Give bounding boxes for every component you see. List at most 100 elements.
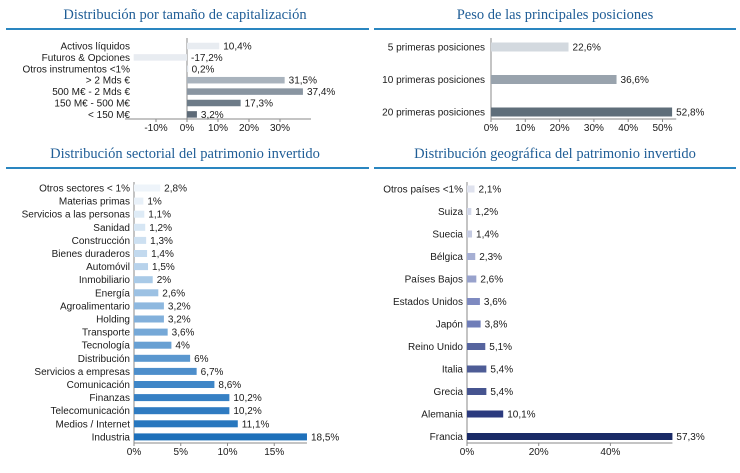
- x-tick-label: 10%: [217, 447, 237, 458]
- x-tick-label: 0%: [460, 447, 475, 458]
- title-rule-geography: [374, 167, 736, 169]
- title-rule-sector: [6, 167, 369, 169]
- category-label: 150 M€ - 500 M€: [54, 99, 130, 110]
- value-label: 1,4%: [476, 230, 499, 241]
- x-tick-label: 20%: [529, 447, 549, 458]
- x-tick-label: 40%: [600, 447, 620, 458]
- value-label: 5,4%: [490, 387, 513, 398]
- bar: [467, 343, 486, 350]
- x-tick-label: 30%: [270, 123, 290, 134]
- value-label: 1,3%: [150, 236, 173, 247]
- category-label: Tecnología: [82, 341, 131, 352]
- bar: [134, 289, 159, 297]
- chart-title-geography: Distribución geográfica del patrimonio i…: [414, 146, 696, 162]
- value-label: 11,1%: [242, 419, 270, 430]
- bar: [467, 388, 487, 395]
- category-label: Servicios a las personas: [22, 210, 130, 221]
- bar: [491, 75, 617, 84]
- value-label: 36,6%: [621, 75, 649, 86]
- category-label: Activos líquidos: [61, 42, 130, 53]
- value-label: 37,4%: [307, 87, 335, 98]
- category-label: Materias primas: [59, 197, 130, 208]
- value-label: 2,6%: [162, 288, 185, 299]
- category-label: Otros sectores < 1%: [39, 184, 130, 195]
- category-label: Medios / Internet: [56, 419, 131, 430]
- category-label: Inmobiliario: [79, 275, 131, 286]
- category-label: Bélgica: [430, 252, 463, 263]
- bar: [134, 341, 172, 349]
- bar: [467, 230, 473, 238]
- bar: [134, 184, 161, 192]
- bar: [134, 236, 147, 244]
- category-label: Energía: [95, 288, 130, 299]
- category-label: Suiza: [438, 207, 463, 218]
- bar: [134, 354, 191, 362]
- bar: [134, 315, 164, 323]
- chart-title-positions: Peso de las principales posiciones: [456, 7, 654, 23]
- value-label: 1,5%: [152, 262, 175, 273]
- category-label: Otros países <1%: [383, 185, 463, 196]
- value-label: 3,2%: [168, 301, 191, 312]
- value-label: 17,3%: [245, 99, 273, 110]
- category-label: 20 primeras posiciones: [382, 108, 485, 119]
- category-label: Futuros & Opciones: [42, 53, 130, 64]
- category-label: Industria: [92, 432, 131, 443]
- value-label: 1,2%: [475, 207, 498, 218]
- value-label: 5,4%: [490, 365, 513, 376]
- x-tick-label: 0%: [484, 123, 499, 134]
- category-label: Italia: [442, 365, 464, 376]
- value-label: 3,6%: [172, 328, 195, 339]
- bar: [467, 275, 477, 283]
- value-label: 18,5%: [311, 432, 339, 443]
- category-label: Países Bajos: [405, 275, 463, 286]
- category-label: Bienes duraderos: [52, 249, 130, 260]
- x-tick-label: -10%: [144, 123, 167, 134]
- bar: [467, 208, 472, 215]
- category-label: Alemania: [421, 410, 463, 421]
- x-tick-label: 0%: [180, 123, 195, 134]
- value-label: 6,7%: [201, 367, 224, 378]
- value-label: 10,2%: [233, 393, 261, 404]
- value-label: 2,6%: [480, 275, 503, 286]
- value-label: 1%: [147, 197, 162, 208]
- bar: [187, 76, 285, 84]
- category-label: Agroalimentario: [60, 301, 130, 312]
- value-label: 3,6%: [484, 297, 507, 308]
- bar: [134, 263, 149, 271]
- x-tick-label: 0%: [127, 447, 142, 458]
- category-label: 5 primeras posiciones: [388, 43, 485, 54]
- category-label: Francia: [430, 432, 464, 443]
- value-label: 0,2%: [192, 64, 215, 75]
- bar: [467, 253, 476, 260]
- value-label: 6%: [194, 354, 209, 365]
- value-label: 1,1%: [148, 210, 171, 221]
- bar: [134, 302, 164, 310]
- bar: [467, 410, 504, 418]
- category-label: Servicios a empresas: [34, 367, 130, 378]
- title-rule-positions: [374, 28, 736, 30]
- bar: [134, 420, 238, 428]
- category-label: Reino Unido: [408, 342, 463, 353]
- category-label: Automóvil: [86, 262, 130, 273]
- bar: [467, 298, 480, 305]
- x-tick-label: 50%: [652, 123, 672, 134]
- value-label: 3,2%: [168, 315, 191, 326]
- value-label: 2%: [157, 275, 172, 286]
- category-label: Finanzas: [89, 393, 130, 404]
- category-label: Comunicación: [67, 380, 130, 391]
- bar: [467, 365, 487, 373]
- value-label: 57,3%: [676, 432, 704, 443]
- category-label: 10 primeras posiciones: [382, 75, 485, 86]
- category-label: < 150 M€: [88, 110, 130, 121]
- bar: [134, 210, 145, 218]
- bar: [187, 42, 220, 50]
- value-label: 10,1%: [507, 410, 535, 421]
- category-label: > 2 Mds €: [86, 76, 131, 87]
- value-label: 4%: [175, 341, 190, 352]
- x-tick-label: 10%: [515, 123, 535, 134]
- bar: [187, 111, 197, 118]
- bar: [187, 88, 303, 95]
- bar: [134, 433, 307, 441]
- value-label: 52,8%: [676, 108, 704, 119]
